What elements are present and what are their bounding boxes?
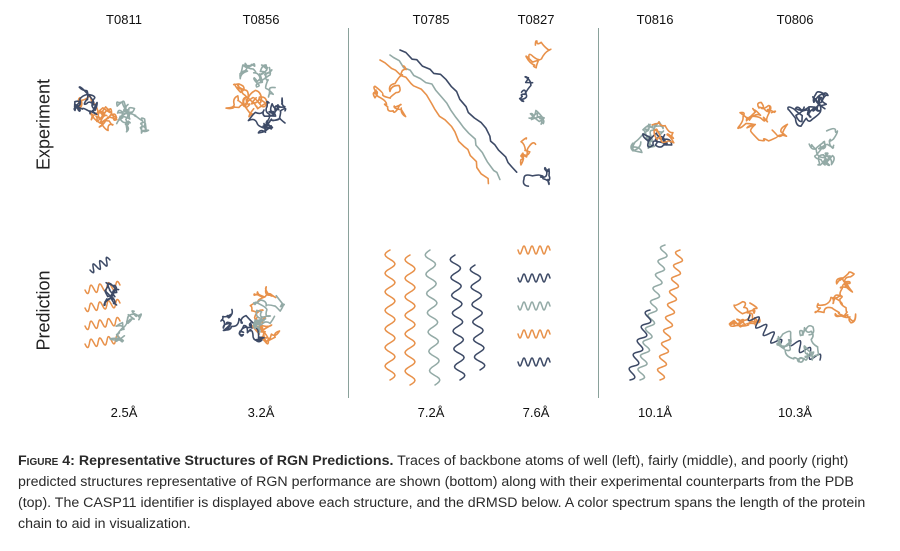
helix-trace [84,298,121,313]
figure-caption: Figure 4: Representative Structures of R… [18,451,886,535]
backbone-trace [115,100,150,134]
backbone-trace [103,281,120,307]
backbone-trace [642,132,673,148]
strand-trace [399,49,518,173]
helix-trace [84,316,121,331]
column-id: T0816 [636,12,674,27]
drmsd-value: 7.6Å [522,405,550,420]
backbone-trace [77,94,118,132]
helix-trace [469,264,486,371]
helix-trace [517,357,551,367]
backbone-trace [651,121,675,144]
divider-left [348,28,349,398]
figure-panel: T0811 T0856 T0785 T0827 T0816 T0806 Expe… [34,12,857,420]
strand-trace [389,54,501,181]
caption-text: Traces of backbone atoms of well (left),… [18,453,866,532]
column-id: T0827 [517,12,555,27]
backbone-trace [808,127,839,167]
column-id: T0811 [106,12,142,27]
helix-trace [424,249,441,386]
helix-trace [89,256,111,274]
strand-trace [379,59,490,185]
helix-trace [517,301,551,311]
backbone-trace [225,83,268,118]
divider-right [598,28,599,398]
drmsd-value: 7.2Å [417,405,445,420]
backbone-trace [737,101,789,142]
column-id: T0785 [412,12,450,27]
helix-trace [656,249,684,381]
helix-trace [637,244,668,381]
drmsd-value: 10.3Å [778,405,812,420]
caption-label: Figure 4: [18,453,75,469]
drmsd-value: 10.1Å [638,405,672,420]
backbone-trace [630,121,665,154]
column-id: T0856 [242,12,280,27]
backbone-trace [528,109,545,125]
backbone-trace [220,308,265,343]
structure-traces [73,40,857,386]
helix-trace [449,254,466,381]
backbone-trace [372,65,407,118]
drmsd-value: 2.5Å [110,405,138,420]
backbone-trace [239,62,276,98]
helix-trace [747,314,783,346]
backbone-trace [814,271,857,324]
backbone-trace [519,137,537,166]
backbone-trace [525,40,552,69]
backbone-trace [247,97,287,134]
helix-trace [517,273,551,283]
helix-trace [84,334,121,349]
backbone-trace [252,294,286,334]
helix-trace [517,245,551,255]
helix-trace [628,309,652,381]
drmsd-value: 3.2Å [247,405,275,420]
backbone-trace [728,300,761,328]
backbone-trace [109,310,143,343]
column-id: T0806 [776,12,814,27]
backbone-trace [776,324,820,363]
helix-trace [517,329,551,339]
helix-trace [404,254,416,386]
backbone-trace [249,286,281,345]
backbone-trace [522,166,551,187]
caption-title: Representative Structures of RGN Predict… [78,453,394,469]
backbone-trace [518,75,534,103]
backbone-trace [73,86,98,116]
backbone-trace [787,90,829,127]
helix-trace [384,249,396,381]
